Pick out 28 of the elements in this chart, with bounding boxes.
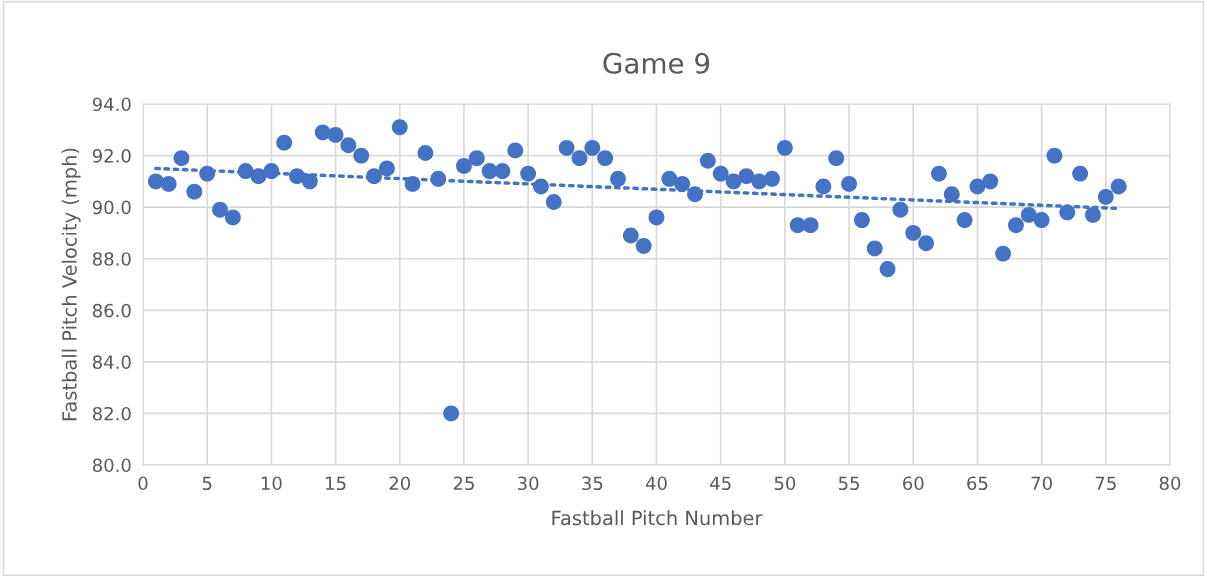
chart-title: Game 9	[603, 52, 710, 74]
x-tick-label: 60	[903, 476, 924, 491]
x-tick-label: 50	[774, 476, 796, 491]
y-tick-label: 82.0	[92, 406, 131, 421]
x-tick-label: 20	[389, 476, 411, 491]
x-tick-label: 80	[1159, 476, 1181, 491]
x-tick-label: 15	[326, 476, 346, 491]
y-tick-label: 88.0	[92, 252, 131, 266]
x-tick-label: 65	[967, 476, 988, 491]
x-axis-title: Fastball Pitch Number	[552, 510, 763, 526]
x-tick-label: 75	[1095, 476, 1116, 491]
x-tick-label: 45	[710, 476, 731, 491]
x-tick-label: 25	[453, 476, 474, 491]
x-tick-label: 0	[138, 476, 148, 491]
x-tick-label: 30	[518, 476, 539, 491]
y-tick-label: 80.0	[92, 458, 131, 473]
x-tick-label: 70	[1031, 476, 1052, 491]
x-tick-label: 55	[838, 476, 859, 491]
x-tick-label: 40	[645, 476, 667, 491]
x-tick-label: 10	[261, 476, 282, 491]
y-tick-label: 94.0	[92, 97, 131, 112]
y-tick-label: 86.0	[92, 303, 131, 318]
x-tick-label: 35	[582, 476, 603, 491]
y-tick-label: 84.0	[92, 355, 131, 369]
x-tick-label: 5	[202, 476, 212, 491]
y-tick-label: 92.0	[92, 149, 131, 163]
y-tick-label: 90.0	[92, 200, 131, 215]
y-axis-title: Fastball Pitch Velocity (mph)	[61, 148, 81, 421]
